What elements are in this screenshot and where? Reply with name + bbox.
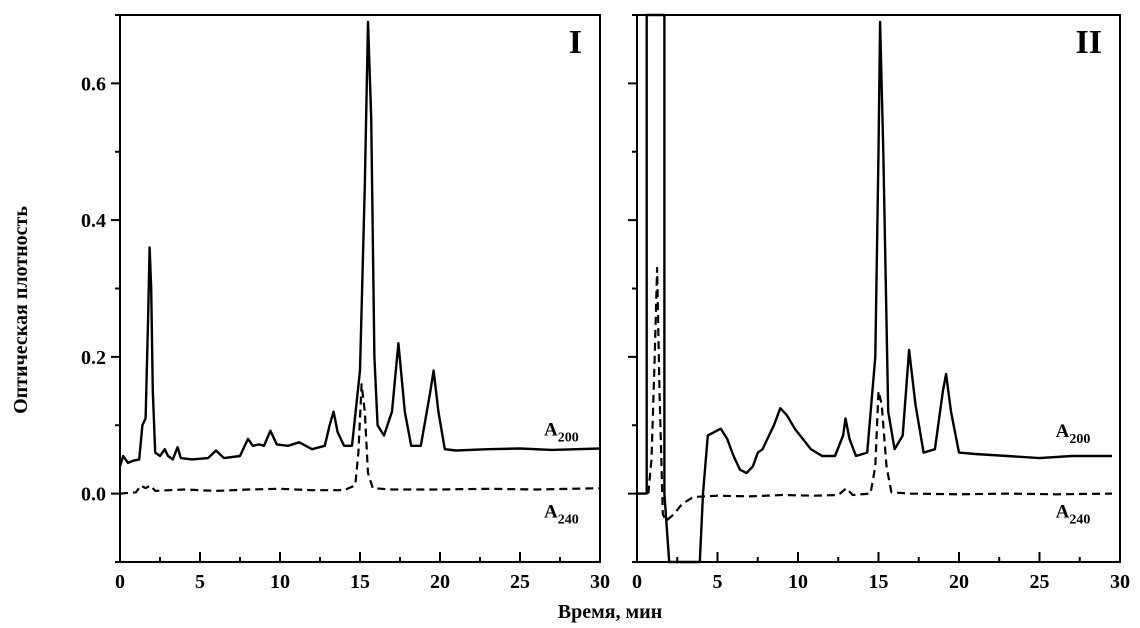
- series-label-a240: A240: [544, 502, 579, 528]
- series-label-a200: A200: [544, 420, 579, 446]
- x-axis-label: Время, мин: [558, 601, 662, 623]
- x-tick-label: 15: [869, 571, 889, 593]
- x-tick-label: 10: [788, 571, 808, 593]
- x-tick-label: 15: [350, 571, 370, 593]
- x-tick-label: 30: [1110, 571, 1130, 593]
- x-tick-label: 20: [949, 571, 969, 593]
- series-label-sub: 200: [1069, 432, 1090, 447]
- series-label-main: A: [1056, 421, 1070, 442]
- series-label-a200: A200: [1056, 421, 1091, 447]
- series-label-main: A: [1056, 502, 1070, 523]
- series-label-sub: 240: [558, 513, 579, 528]
- x-tick-label: 10: [270, 571, 290, 593]
- series-label-sub: 200: [558, 431, 579, 446]
- x-tick-label: 5: [713, 571, 723, 593]
- x-tick-label: 25: [510, 571, 530, 593]
- x-tick-label: 25: [1030, 571, 1050, 593]
- series-label-main: A: [544, 420, 558, 441]
- x-tick-label: 20: [430, 571, 450, 593]
- x-tick-label: 0: [632, 571, 642, 593]
- y-tick-label: 0.6: [81, 73, 106, 95]
- y-tick-label: 0.2: [81, 347, 106, 369]
- series-label-main: A: [544, 502, 558, 523]
- panel-label: I: [569, 24, 582, 61]
- series-line-a200: [637, 13, 1112, 564]
- series-label-a240: A240: [1056, 502, 1091, 528]
- series-line-a200: [120, 20, 600, 467]
- panel-label: II: [1076, 24, 1102, 61]
- y-tick-label: 0.0: [81, 484, 106, 506]
- series-label-sub: 240: [1069, 513, 1090, 528]
- plot-frame: [119, 14, 601, 563]
- x-tick-label: 30: [590, 571, 610, 593]
- y-tick-label: 0.4: [81, 210, 106, 232]
- series-line-a240: [647, 266, 1113, 523]
- x-tick-label: 0: [115, 571, 125, 593]
- y-axis-label: Оптическая плотность: [10, 206, 32, 414]
- series-line-a240: [120, 383, 600, 495]
- x-tick-label: 5: [195, 571, 205, 593]
